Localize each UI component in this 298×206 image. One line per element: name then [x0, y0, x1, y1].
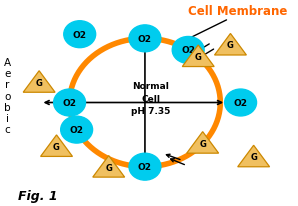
Ellipse shape [129, 153, 161, 180]
Text: O2: O2 [73, 30, 87, 40]
Text: O2: O2 [63, 98, 77, 108]
Ellipse shape [172, 37, 204, 64]
Text: O2: O2 [234, 98, 248, 108]
Ellipse shape [54, 90, 86, 116]
Text: O2: O2 [70, 125, 84, 135]
Polygon shape [41, 135, 72, 157]
Text: O2: O2 [138, 35, 152, 44]
Ellipse shape [129, 26, 161, 53]
Polygon shape [23, 71, 55, 93]
Text: O2: O2 [138, 162, 152, 171]
Text: G: G [36, 78, 43, 87]
Text: G: G [227, 41, 234, 50]
Text: G: G [105, 163, 112, 172]
Text: Fig. 1: Fig. 1 [18, 189, 58, 202]
Polygon shape [187, 132, 219, 153]
Polygon shape [215, 34, 246, 56]
Polygon shape [93, 156, 125, 177]
Text: Cell Membrane: Cell Membrane [188, 5, 287, 18]
Polygon shape [182, 46, 214, 67]
Text: Normal
Cell
pH 7.35: Normal Cell pH 7.35 [131, 82, 170, 116]
Text: G: G [250, 152, 257, 161]
Ellipse shape [225, 90, 257, 116]
Text: A
e
r
o
b
i
c: A e r o b i c [4, 58, 11, 135]
Text: O2: O2 [181, 46, 195, 55]
Polygon shape [238, 145, 270, 167]
Text: G: G [53, 142, 60, 151]
Text: G: G [199, 139, 206, 148]
Ellipse shape [61, 117, 93, 143]
Ellipse shape [64, 22, 96, 48]
Text: G: G [195, 53, 202, 62]
